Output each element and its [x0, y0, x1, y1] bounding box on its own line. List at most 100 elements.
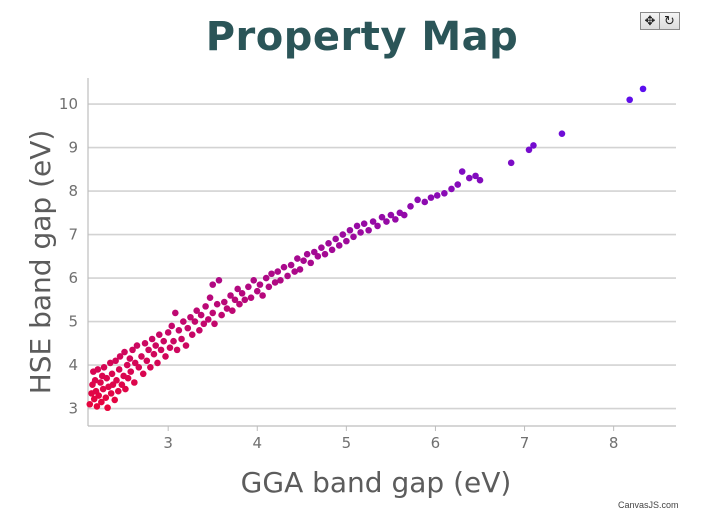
data-point[interactable]: [98, 398, 105, 406]
data-point[interactable]: [209, 281, 217, 288]
data-point[interactable]: [247, 294, 255, 301]
data-point[interactable]: [241, 296, 249, 304]
data-point[interactable]: [259, 292, 266, 299]
data-point[interactable]: [441, 189, 448, 197]
data-point[interactable]: [339, 231, 347, 238]
data-point[interactable]: [182, 342, 190, 349]
data-point[interactable]: [229, 307, 236, 315]
data-point[interactable]: [300, 257, 307, 265]
data-point[interactable]: [126, 355, 134, 362]
data-point[interactable]: [335, 242, 343, 249]
data-point[interactable]: [433, 192, 441, 199]
data-point[interactable]: [197, 311, 205, 319]
data-point[interactable]: [448, 185, 455, 193]
data-point[interactable]: [94, 366, 102, 373]
data-point[interactable]: [213, 300, 221, 308]
data-point[interactable]: [178, 335, 185, 343]
data-point[interactable]: [231, 296, 239, 304]
data-point[interactable]: [454, 181, 462, 188]
data-point[interactable]: [191, 318, 199, 325]
data-point[interactable]: [148, 335, 156, 343]
data-point[interactable]: [318, 244, 325, 251]
data-point[interactable]: [121, 348, 128, 356]
data-point[interactable]: [392, 216, 399, 223]
data-point[interactable]: [97, 379, 104, 386]
data-point[interactable]: [141, 340, 149, 347]
data-point[interactable]: [466, 174, 473, 182]
data-point[interactable]: [109, 381, 117, 388]
data-point[interactable]: [369, 218, 377, 225]
data-point[interactable]: [472, 172, 479, 180]
data-point[interactable]: [400, 211, 408, 219]
data-point[interactable]: [256, 281, 264, 288]
data-point[interactable]: [129, 346, 136, 354]
data-point[interactable]: [170, 337, 177, 345]
data-point[interactable]: [414, 196, 421, 204]
data-point[interactable]: [234, 285, 241, 293]
data-point[interactable]: [378, 213, 386, 221]
data-point[interactable]: [458, 168, 466, 175]
data-point[interactable]: [296, 266, 304, 273]
data-point[interactable]: [114, 387, 122, 395]
data-point[interactable]: [100, 363, 108, 371]
data-point[interactable]: [639, 85, 647, 93]
data-point[interactable]: [387, 211, 395, 219]
data-point[interactable]: [332, 235, 339, 243]
data-point[interactable]: [166, 344, 174, 352]
data-point[interactable]: [127, 368, 135, 375]
data-point[interactable]: [204, 316, 212, 323]
data-point[interactable]: [427, 194, 435, 201]
data-point[interactable]: [95, 392, 102, 399]
data-point[interactable]: [133, 342, 141, 349]
reset-button[interactable]: ↻: [660, 12, 680, 30]
data-point[interactable]: [245, 283, 252, 291]
data-point[interactable]: [187, 313, 194, 321]
data-point[interactable]: [314, 253, 322, 260]
data-point[interactable]: [365, 226, 372, 234]
data-point[interactable]: [268, 270, 275, 278]
data-point[interactable]: [106, 359, 114, 367]
data-point[interactable]: [157, 346, 165, 354]
data-point[interactable]: [168, 322, 176, 330]
data-point[interactable]: [236, 300, 243, 308]
data-point[interactable]: [108, 370, 116, 378]
data-point[interactable]: [145, 346, 152, 354]
data-point[interactable]: [353, 222, 361, 230]
data-point[interactable]: [143, 357, 151, 365]
data-point[interactable]: [160, 337, 168, 345]
data-point[interactable]: [238, 290, 246, 297]
data-point[interactable]: [116, 353, 124, 360]
data-point[interactable]: [173, 346, 181, 354]
data-point[interactable]: [558, 130, 566, 137]
data-point[interactable]: [374, 222, 381, 230]
data-point[interactable]: [530, 142, 537, 149]
data-point[interactable]: [184, 324, 192, 332]
data-point[interactable]: [150, 350, 158, 358]
data-point[interactable]: [383, 218, 390, 225]
data-point[interactable]: [360, 220, 368, 228]
data-point[interactable]: [421, 198, 429, 206]
data-point[interactable]: [287, 261, 295, 269]
data-point[interactable]: [147, 363, 154, 371]
data-point[interactable]: [123, 361, 131, 369]
data-point[interactable]: [138, 353, 145, 360]
data-point[interactable]: [253, 287, 261, 295]
data-point[interactable]: [407, 203, 414, 210]
data-point[interactable]: [200, 320, 208, 328]
data-point[interactable]: [118, 381, 126, 388]
data-point[interactable]: [175, 327, 183, 334]
data-point[interactable]: [271, 279, 279, 286]
data-point[interactable]: [164, 329, 172, 336]
data-point[interactable]: [112, 357, 119, 365]
data-point[interactable]: [223, 305, 231, 312]
data-point[interactable]: [209, 309, 217, 317]
data-point[interactable]: [91, 377, 99, 384]
data-point[interactable]: [196, 327, 203, 334]
data-point[interactable]: [93, 403, 101, 410]
data-point[interactable]: [202, 303, 209, 310]
data-point[interactable]: [111, 396, 119, 404]
data-point[interactable]: [107, 390, 115, 397]
data-point[interactable]: [104, 404, 111, 412]
data-point[interactable]: [227, 292, 234, 299]
data-point[interactable]: [274, 268, 282, 275]
